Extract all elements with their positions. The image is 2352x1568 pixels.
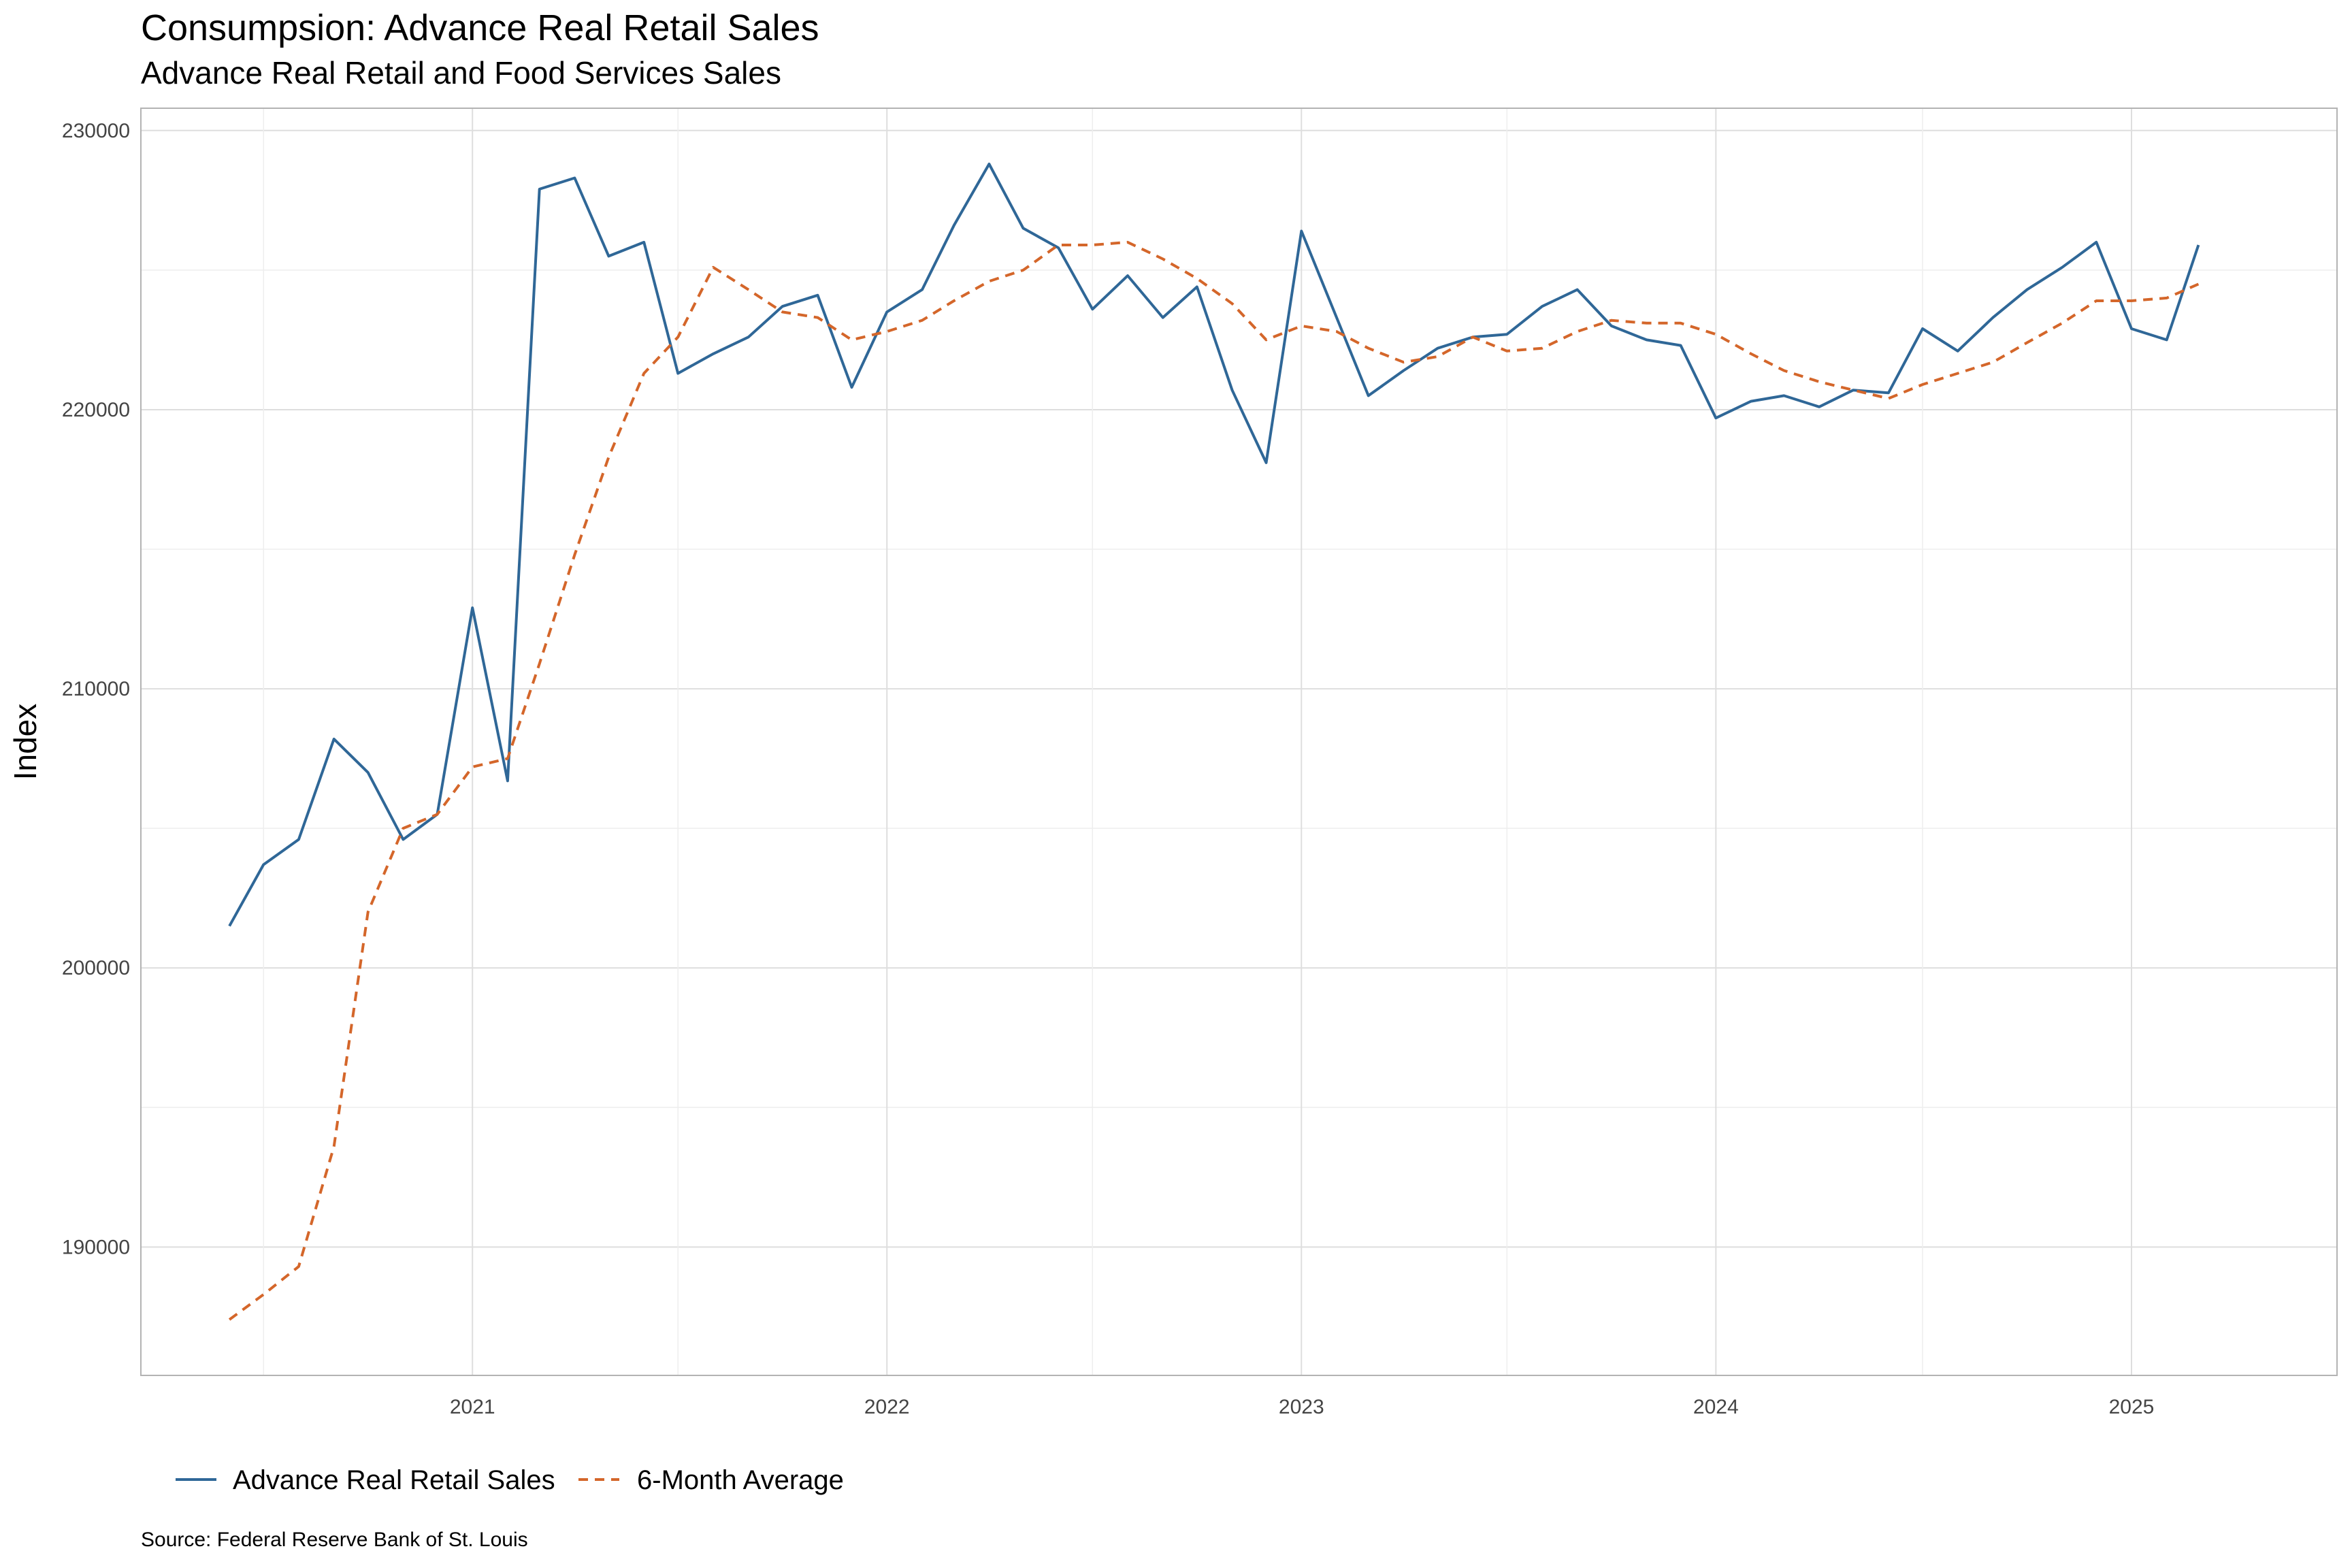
y-tick-label: 220000	[62, 399, 130, 421]
y-tick-label: 190000	[62, 1236, 130, 1258]
legend: Advance Real Retail Sales 6-Month Averag…	[176, 1465, 844, 1495]
chart-subtitle: Advance Real Retail and Food Services Sa…	[141, 55, 781, 91]
series-layer	[228, 163, 2200, 1321]
x-tick-label: 2025	[2109, 1396, 2155, 1418]
source-note: Source: Federal Reserve Bank of St. Loui…	[141, 1529, 528, 1551]
x-axis-ticks: 2021 2022 2023 2024 2025	[450, 1396, 2155, 1418]
chart-title: Consumpsion: Advance Real Retail Sales	[141, 7, 819, 48]
y-axis-ticks: 190000 200000 210000 220000 230000	[62, 120, 130, 1259]
x-tick-label: 2022	[864, 1396, 910, 1418]
grid-lines	[141, 108, 2338, 1375]
legend-label-6-month-average: 6-Month Average	[637, 1465, 844, 1495]
legend-label-advance-real-retail-sales: Advance Real Retail Sales	[233, 1465, 555, 1495]
y-tick-label: 200000	[62, 957, 130, 979]
x-tick-label: 2021	[450, 1396, 495, 1418]
series-line-advance-real-retail-sales	[228, 163, 2200, 927]
y-tick-label: 230000	[62, 120, 130, 142]
y-tick-label: 210000	[62, 678, 130, 700]
series-line-6-month-average	[228, 240, 2200, 1321]
y-axis-label: Index	[7, 704, 43, 781]
x-tick-label: 2024	[1693, 1396, 1739, 1418]
plot-panel-border	[140, 108, 2338, 1376]
x-tick-label: 2023	[1279, 1396, 1324, 1418]
